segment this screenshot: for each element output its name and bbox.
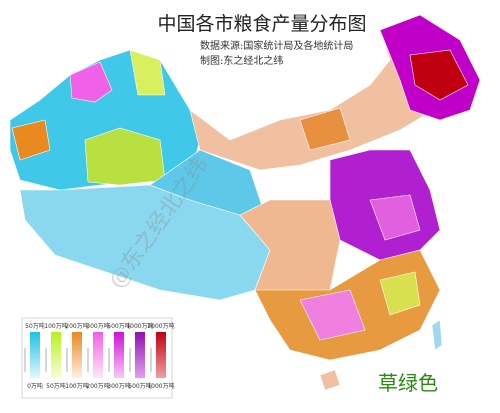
region bbox=[129, 49, 166, 96]
legend-swatch bbox=[30, 332, 40, 378]
region bbox=[299, 289, 366, 341]
legend-label: 200万吨 bbox=[65, 322, 88, 330]
legend-label: 500万吨 bbox=[107, 322, 130, 330]
legend-label: 0万吨 bbox=[27, 382, 43, 390]
legend-label: 1000万吨 bbox=[126, 322, 153, 330]
legend-label: 1000万吨 bbox=[147, 382, 174, 390]
legend-label: 50万吨 bbox=[25, 322, 45, 330]
legend-swatch bbox=[72, 332, 82, 378]
author: 制图:东之经北之纬 bbox=[200, 54, 283, 67]
legend-label: 300万吨 bbox=[107, 382, 130, 390]
region bbox=[369, 194, 421, 241]
region bbox=[11, 119, 51, 161]
region bbox=[379, 271, 421, 316]
legend: 50万吨0万吨100万吨50万吨200万吨100万吨300万吨200万吨500万… bbox=[21, 317, 175, 399]
title: 中国各市粮食产量分布图 bbox=[157, 13, 366, 35]
legend-swatch bbox=[51, 332, 61, 378]
source: 数据来源:国家统计局及各地统计局 bbox=[200, 39, 353, 52]
region bbox=[431, 319, 443, 351]
legend-label: 500万吨 bbox=[128, 382, 151, 390]
region bbox=[69, 61, 113, 103]
note: 草绿色 bbox=[378, 371, 438, 395]
legend-label: 200万吨 bbox=[86, 382, 109, 390]
region bbox=[319, 369, 341, 391]
region bbox=[409, 49, 469, 101]
legend-label: 100万吨 bbox=[44, 322, 67, 330]
legend-label: 2000万吨 bbox=[147, 322, 174, 330]
legend-swatch bbox=[135, 332, 145, 378]
legend-swatch bbox=[114, 332, 124, 378]
legend-label: 100万吨 bbox=[65, 382, 88, 390]
legend-swatch bbox=[156, 332, 166, 378]
legend-swatch bbox=[93, 332, 103, 378]
legend-label: 50万吨 bbox=[46, 382, 66, 390]
region bbox=[299, 107, 351, 151]
map bbox=[9, 14, 481, 391]
legend-label: 300万吨 bbox=[86, 322, 109, 330]
